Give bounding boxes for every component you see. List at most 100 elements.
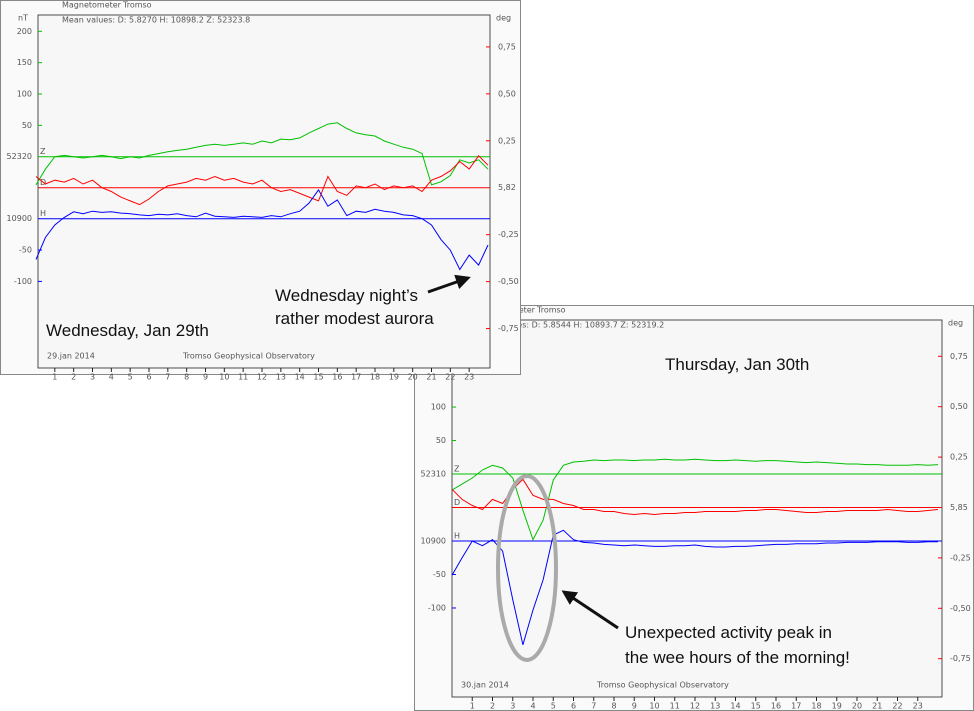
- plot-area: [37, 14, 491, 369]
- highlight-ellipse: [496, 474, 558, 662]
- subtitle: Mean values: D: 5.8544 H: 10893.7 Z: 523…: [476, 321, 664, 330]
- baseline-label: 52310: [421, 470, 446, 479]
- annotations: Wednesday, Jan 29th Wednesday night’s ra…: [46, 274, 850, 667]
- x-tick-label: 4: [530, 702, 535, 711]
- x-tick-label: 19: [389, 373, 399, 382]
- x-tick-label: 7: [165, 373, 170, 382]
- x-tick-label: 11: [670, 702, 680, 711]
- y-axis-label: nT: [18, 14, 28, 23]
- x-tick-label: 5: [551, 702, 556, 711]
- h-tick-label: -100: [14, 277, 32, 286]
- y2-axis-label: deg: [496, 14, 511, 23]
- y-tick-label: 200: [17, 27, 32, 36]
- x-tick-label: 14: [730, 702, 740, 711]
- h-tick-label: -100: [428, 603, 446, 612]
- y2-tick-label: -0,75: [498, 324, 519, 333]
- x-tick-label: 8: [611, 702, 616, 711]
- header: Tromso: [536, 306, 566, 315]
- y2-tick-label: 0,75: [950, 352, 968, 361]
- baseline-label: 52320: [7, 152, 32, 161]
- x-tick-label: 23: [913, 702, 923, 711]
- series-label: H: [40, 209, 46, 218]
- footer: 30.jan 2014: [461, 681, 509, 690]
- x-tick-label: 7: [591, 702, 596, 711]
- x-tick-label: 5: [128, 373, 133, 382]
- series-line: [451, 458, 939, 541]
- x-tick-label: 16: [332, 373, 342, 382]
- series-line: [35, 122, 489, 186]
- series-line: [35, 155, 489, 206]
- x-tick-label: 20: [408, 373, 418, 382]
- series-line: [451, 478, 939, 516]
- x-tick-label: 15: [313, 373, 323, 382]
- y2-tick-label: -0,25: [498, 230, 519, 239]
- y2-tick-label: 0,50: [950, 402, 968, 411]
- y-tick-label: 100: [17, 90, 32, 99]
- x-tick-label: 2: [71, 373, 76, 382]
- annotation: Unexpected activity peak in: [625, 623, 832, 642]
- x-tick-label: 11: [238, 373, 248, 382]
- plot-area: [451, 319, 943, 698]
- x-tick-label: 13: [276, 373, 286, 382]
- x-tick-label: 3: [510, 702, 515, 711]
- x-tick-label: 18: [370, 373, 380, 382]
- x-tick-label: 10: [219, 373, 229, 382]
- x-tick-label: 10: [649, 702, 659, 711]
- subtitle: Mean values: D: 5.8270 H: 10898.2 Z: 523…: [62, 16, 250, 25]
- y2-tick-label: -0,75: [950, 654, 971, 663]
- y2-tick-label: -0,25: [950, 553, 971, 562]
- annotation: rather modest aurora: [275, 309, 434, 328]
- y2-axis-label: deg: [948, 319, 963, 328]
- x-tick-label: 17: [791, 702, 801, 711]
- annotation: the wee hours of the morning!: [625, 648, 850, 667]
- y-tick-label: 50: [22, 121, 32, 130]
- x-tick-label: 14: [295, 373, 305, 382]
- arrow: [561, 590, 619, 630]
- x-tick-label: 22: [892, 702, 902, 711]
- y2-tick-label: -0,50: [950, 604, 971, 613]
- y-tick-label: 100: [431, 403, 446, 412]
- footer: 29.jan 2014: [47, 352, 95, 361]
- footer: Tromso Geophysical Observatory: [596, 681, 729, 690]
- x-tick-label: 21: [426, 373, 436, 382]
- footer: Tromso Geophysical Observatory: [182, 352, 315, 361]
- h-tick-label: -50: [19, 246, 32, 255]
- x-tick-label: 16: [771, 702, 781, 711]
- series-line: [451, 529, 938, 645]
- x-tick-label: 2: [490, 702, 495, 711]
- h-tick-label: -50: [433, 570, 446, 579]
- arrow: [427, 274, 471, 294]
- x-tick-label: 15: [751, 702, 761, 711]
- x-tick-label: 13: [710, 702, 720, 711]
- y2-tick-label: 0,50: [498, 89, 516, 98]
- x-tick-label: 23: [464, 373, 474, 382]
- x-tick-label: 1: [52, 373, 57, 382]
- y2-tick-label: 0,75: [498, 42, 516, 51]
- series-line: [35, 188, 489, 271]
- x-tick-label: 20: [852, 702, 862, 711]
- series-label: Z: [40, 147, 46, 156]
- y2-tick-label: -0,50: [498, 277, 519, 286]
- baseline-label: 5,85: [950, 503, 968, 512]
- y2-tick-label: 0,25: [950, 453, 968, 462]
- series-label: H: [454, 532, 460, 541]
- annotation: Thursday, Jan 30th: [665, 355, 809, 374]
- x-tick-label: 3: [90, 373, 95, 382]
- x-tick-label: 19: [832, 702, 842, 711]
- baseline-label: 10900: [421, 537, 446, 546]
- annotation: Wednesday night’s: [275, 286, 418, 305]
- x-tick-label: 17: [351, 373, 361, 382]
- x-tick-label: 18: [811, 702, 821, 711]
- y-tick-label: 150: [17, 58, 32, 67]
- x-tick-label: 6: [146, 373, 151, 382]
- x-tick-label: 21: [872, 702, 882, 711]
- series-label: Z: [454, 465, 460, 474]
- y2-tick-label: 0,25: [498, 136, 516, 145]
- annotation: Wednesday, Jan 29th: [46, 321, 209, 340]
- x-tick-label: 12: [690, 702, 700, 711]
- x-tick-label: 4: [109, 373, 114, 382]
- series-label: D: [454, 498, 460, 507]
- baseline-label: 10900: [7, 214, 32, 223]
- x-tick-label: 9: [632, 702, 637, 711]
